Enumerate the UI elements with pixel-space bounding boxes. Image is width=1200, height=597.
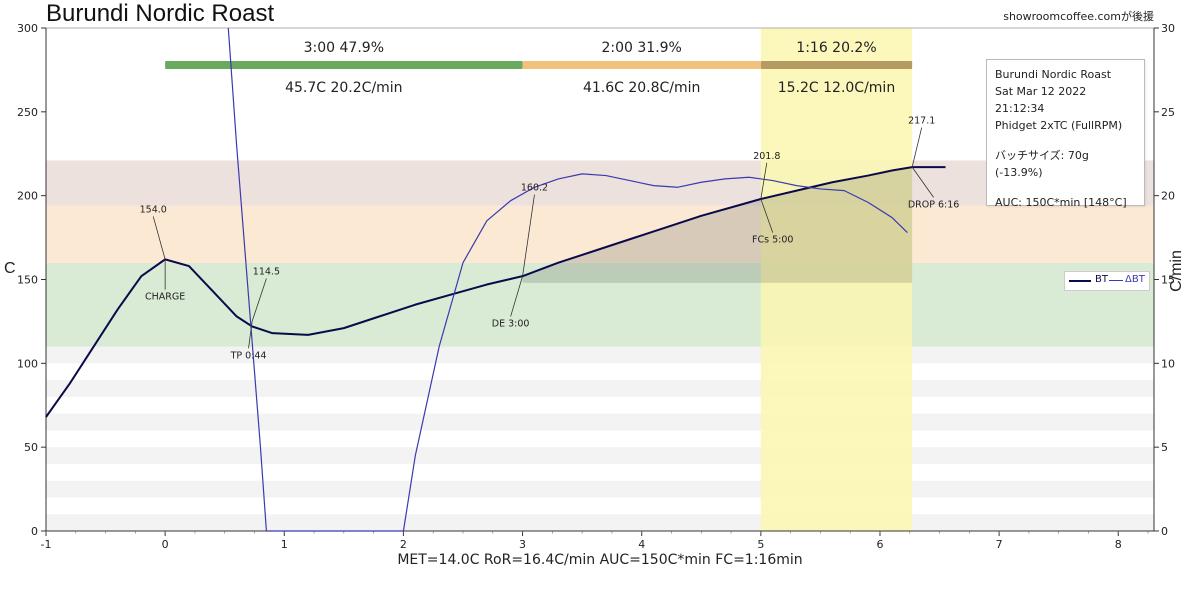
y-tick-label: 200 [17,190,38,203]
background-stripe [46,514,1154,531]
annotation-label: 160.2 [521,183,548,194]
x-tick-label: 7 [996,538,1003,551]
y-axis-label-right: C/min [1168,250,1186,292]
phase-maillard-stats: 41.6C 20.8C/min [582,80,701,96]
temperature-band [46,205,1154,263]
phase-bar [760,61,913,69]
annotation-leader [251,278,267,322]
development-highlight [760,28,913,531]
annotation-label: DROP 6:16 [908,199,959,210]
x-tick-label: 8 [1115,538,1122,551]
info-auc: AUC: 150C*min [148°C] [995,196,1127,209]
phase-development-stats: 15.2C 12.0C/min [777,80,896,96]
annotation-label: DE 3:00 [492,318,530,329]
x-tick-label: 6 [876,538,883,551]
legend-delta-bt-swatch [1109,280,1123,281]
annotation-leader [911,127,923,168]
bt-line [45,166,946,418]
y-tick-label: 300 [17,22,38,35]
phase-dry-stats: 45.7C 20.2C/min [285,80,403,96]
x-tick-label: 5 [757,538,764,551]
x-tick-label: 4 [638,538,645,551]
background-stripe [46,413,1154,431]
auc-area [522,167,913,283]
phase-maillard-time: 2:00 31.9% [601,40,682,56]
info-line: Phidget 2xTC (FullRPM) [995,119,1123,132]
legend-bt-swatch [1069,280,1091,282]
x-tick-label: 2 [400,538,407,551]
annotation-leader [510,276,523,317]
background-stripe [46,447,1154,464]
annotation-label: CHARGE [145,292,185,303]
stats-line: MET=14.0C RoR=16.4C/min AUC=150C*min FC=… [397,552,803,568]
y-axis-label-left: C [4,260,16,277]
legend-bt-label: BT [1095,274,1108,285]
y-tick-label: 50 [24,441,38,454]
y2-tick-label: 5 [1161,441,1168,454]
legend-delta-bt-label: ΔBT [1125,274,1145,285]
phase-bar [165,61,523,69]
annotation-label: TP 0:44 [230,350,267,361]
y2-tick-label: 15 [1161,274,1175,287]
info-batch-size: バッチサイズ: 70g (-13.9%) [995,149,1089,179]
temperature-band [46,262,1154,347]
background-stripe [46,480,1154,498]
annotation-label: FCs 5:00 [752,235,793,246]
phase-bar [522,61,761,69]
x-tick-label: 0 [162,538,169,551]
annotation-label: 217.1 [908,116,935,127]
y-tick-label: 100 [17,357,38,370]
delta-bt-line [227,27,908,532]
annotation-label: 114.5 [253,266,280,277]
y-tick-label: 150 [17,274,38,287]
info-line: Sat Mar 12 2022 21:12:34 [995,85,1087,115]
background-stripe [46,380,1154,397]
sponsor-text: showroomcoffee.comが後援 [1003,10,1154,23]
x-tick-label: -1 [41,538,52,551]
phase-dry-time: 3:00 47.9% [303,40,385,56]
y2-tick-label: 30 [1161,22,1175,35]
temperature-band [46,160,1154,206]
y2-tick-label: 10 [1161,357,1175,370]
y2-tick-label: 0 [1161,525,1168,538]
x-tick-label: 1 [281,538,288,551]
annotation-leader [522,194,535,277]
info-line: Burundi Nordic Roast [995,68,1112,81]
y2-tick-label: 20 [1161,190,1175,203]
chart-legend: BT ΔBT [1064,271,1150,291]
background-stripe [46,346,1154,364]
annotation-label: 154.0 [140,204,167,215]
y-tick-label: 250 [17,106,38,119]
phase-development-time: 1:16 20.2% [796,40,877,56]
y2-tick-label: 25 [1161,106,1175,119]
annotation-leader [911,166,934,198]
annotation-leader [760,162,768,200]
y-tick-label: 0 [31,525,38,538]
chart-title: Burundi Nordic Roast [46,0,275,27]
annotation-leader [152,216,166,260]
annotation-label: 201.8 [753,151,780,162]
annotation-leader [760,198,774,233]
x-tick-label: 3 [519,538,526,551]
roast-info-box: Burundi Nordic Roast Sat Mar 12 2022 21:… [986,59,1145,209]
annotation-leader [248,321,253,349]
